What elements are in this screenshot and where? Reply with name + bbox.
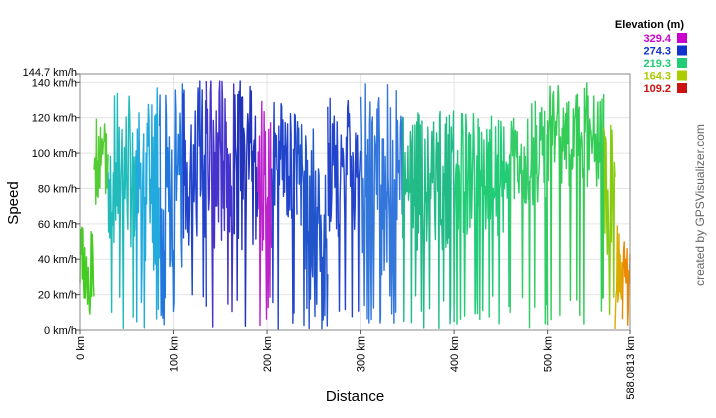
speed-series-segment [509, 100, 549, 329]
legend-title: Elevation (m) [615, 19, 684, 31]
legend-label: 274.3 [643, 46, 671, 58]
plot-area-border [79, 73, 631, 331]
speed-series-segment [257, 100, 273, 327]
y-axis-label: Speed [5, 181, 22, 224]
speed-series-segment [158, 83, 184, 326]
speed-series-segment [621, 241, 631, 326]
y-tick-label: 144.7 km/h [23, 67, 77, 79]
x-tick-label: 300 km [356, 336, 368, 372]
speed-series-segment [182, 80, 207, 307]
y-tick-label: 120 km/h [32, 113, 77, 125]
speed-series-segment [107, 92, 137, 329]
x-axis-label: Distance [326, 388, 384, 405]
legend-label: 219.3 [643, 58, 671, 70]
y-tick-label: 100 km/h [32, 148, 77, 160]
y-tick-label: 80 km/h [38, 183, 77, 195]
y-tick-label: 140 km/h [32, 77, 77, 89]
x-tick-label: 588.0813 km [625, 336, 637, 400]
y-tick-label: 20 km/h [38, 290, 77, 302]
y-tick-label: 40 km/h [38, 254, 77, 266]
speed-series-segment [453, 112, 511, 325]
legend-swatch [677, 58, 687, 68]
speed-series-segment [233, 80, 259, 327]
x-tick-label: 100 km [169, 336, 181, 372]
x-tick-label: 500 km [543, 336, 555, 372]
legend-swatch [677, 45, 687, 56]
legend-swatch [677, 33, 687, 43]
x-tick-label: 400 km [449, 336, 461, 372]
legend-label: 164.3 [643, 71, 671, 83]
credit-text: created by GPSVisualizer.com [693, 124, 707, 286]
x-tick-label: 200 km [262, 336, 274, 372]
speed-series-segment [93, 118, 109, 206]
y-tick-label: 60 km/h [38, 219, 77, 231]
speed-series-segment [79, 226, 95, 315]
speed-series-segment [546, 82, 605, 325]
y-tick-label: 0 km/h [44, 325, 77, 337]
legend-swatch [677, 70, 687, 81]
speed-series-segment [271, 101, 298, 330]
speed-series-segment [135, 87, 161, 329]
legend-label: 109.2 [643, 83, 671, 95]
speed-series-segment [327, 97, 362, 318]
x-tick-label: 0 km [75, 336, 87, 360]
legend-label: 329.4 [643, 33, 671, 45]
speed-series-segment [296, 121, 329, 330]
speed-series-segment [205, 80, 235, 328]
speed-series-segment [603, 124, 616, 316]
speed-series-segment [359, 83, 404, 324]
speed-series-segment [614, 225, 624, 330]
speed-series-segment [402, 110, 455, 330]
legend-swatch [677, 83, 687, 93]
